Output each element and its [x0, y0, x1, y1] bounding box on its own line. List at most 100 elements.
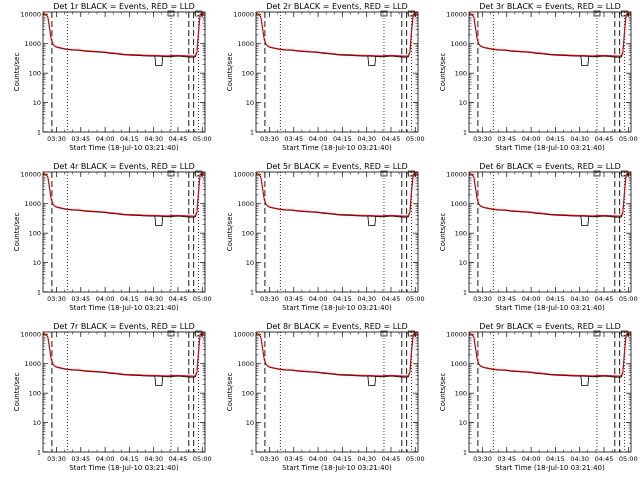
events-dip [367, 216, 377, 227]
x-tick-label: 04:15 [333, 455, 352, 463]
x-tick-label: 03:45 [71, 455, 90, 463]
chart-panel: Det 4r BLACK = Events, RED = LLD 1 10 100 10… [0, 160, 213, 320]
chart-title: Det 8r BLACK = Events, RED = LLD [266, 322, 408, 331]
y-tick-label: 10 [33, 99, 41, 107]
y-tick-label: 1 [250, 128, 254, 136]
x-axis-label: Start Time (18-Jul-10 03:21:40) [69, 144, 179, 152]
events-line [42, 12, 205, 58]
chart-svg: Det 7r BLACK = Events, RED = LLD 1 10 100 10… [13, 322, 212, 472]
y-tick-label: 1000 [24, 200, 41, 208]
y-axis-label: Counts/sec [13, 53, 21, 92]
x-tick-label: 04:00 [309, 135, 328, 143]
chart-panel: Det 9r BLACK = Events, RED = LLD 1 10 100 10… [426, 320, 639, 480]
x-axis-label: Start Time (18-Jul-10 03:21:40) [282, 144, 392, 152]
events-line [468, 172, 631, 218]
y-tick-label: 100 [455, 69, 467, 77]
x-axis-label: Start Time (18-Jul-10 03:21:40) [282, 464, 392, 472]
x-tick-label: 03:30 [260, 135, 279, 143]
x-tick-label: 04:15 [546, 455, 565, 463]
lld-line [468, 332, 631, 377]
x-tick-label: 04:00 [96, 455, 115, 463]
flag-box [593, 170, 601, 177]
y-tick-label: 10000 [233, 331, 254, 339]
x-tick-label: 03:45 [284, 295, 303, 303]
chart-title: Det 5r BLACK = Events, RED = LLD [266, 162, 408, 171]
x-tick-label: 04:00 [96, 135, 115, 143]
y-tick-label: 1 [250, 288, 254, 296]
lld-line [42, 12, 205, 57]
events-dip [154, 56, 164, 67]
x-tick-label: 04:00 [522, 455, 541, 463]
plot-frame [42, 11, 206, 133]
events-dip [367, 376, 377, 387]
y-axis-label: Counts/sec [226, 213, 234, 252]
flag-box [167, 10, 175, 17]
y-tick-label: 10 [33, 259, 41, 267]
lld-line [255, 332, 418, 377]
y-tick-label: 1 [463, 448, 467, 456]
plot-frame [42, 171, 206, 293]
x-tick-label: 04:00 [522, 135, 541, 143]
events-line [255, 172, 418, 218]
x-tick-label: 03:30 [260, 455, 279, 463]
events-line [468, 12, 631, 58]
y-tick-label: 1000 [450, 360, 467, 368]
events-dip [580, 376, 590, 387]
plot-frame [255, 331, 419, 453]
chart-title: Det 2r BLACK = Events, RED = LLD [266, 2, 408, 11]
x-tick-label: 04:45 [169, 295, 188, 303]
y-axis-label: Counts/sec [439, 53, 447, 92]
x-tick-label: 04:45 [382, 455, 401, 463]
chart-svg: Det 5r BLACK = Events, RED = LLD 1 10 100 10… [226, 162, 425, 312]
chart-svg: Det 4r BLACK = Events, RED = LLD 1 10 100 10… [13, 162, 212, 312]
x-tick-label: 04:15 [546, 135, 565, 143]
y-tick-label: 1000 [450, 40, 467, 48]
x-tick-label: 05:00 [619, 295, 638, 303]
chart-panel: Det 2r BLACK = Events, RED = LLD 1 10 100 10… [213, 0, 426, 160]
y-tick-label: 10 [246, 99, 254, 107]
plot-frame [468, 331, 632, 453]
events-dip [154, 376, 164, 387]
y-tick-label: 1 [37, 448, 41, 456]
x-tick-label: 03:30 [473, 455, 492, 463]
chart-title: Det 9r BLACK = Events, RED = LLD [479, 322, 621, 331]
events-line [468, 332, 631, 378]
y-tick-label: 1000 [237, 40, 254, 48]
y-tick-label: 1000 [237, 200, 254, 208]
y-tick-label: 100 [29, 229, 41, 237]
x-tick-label: 04:30 [144, 135, 163, 143]
plot-frame [255, 171, 419, 293]
flag-box [167, 330, 175, 337]
y-tick-label: 10000 [233, 11, 254, 19]
x-tick-label: 04:30 [357, 135, 376, 143]
events-dip [580, 216, 590, 227]
events-line [42, 172, 205, 218]
chart-svg: Det 3r BLACK = Events, RED = LLD 1 10 100 10… [439, 2, 638, 152]
y-tick-label: 1000 [24, 40, 41, 48]
x-tick-label: 05:00 [193, 135, 212, 143]
lld-line [468, 12, 631, 57]
lld-line [468, 172, 631, 217]
y-axis-label: Counts/sec [439, 373, 447, 412]
events-line [42, 332, 205, 378]
y-axis-label: Counts/sec [439, 213, 447, 252]
y-tick-label: 10 [459, 419, 467, 427]
x-tick-label: 04:30 [570, 295, 589, 303]
x-tick-label: 04:30 [570, 455, 589, 463]
flag-box [380, 10, 388, 17]
chart-svg: Det 9r BLACK = Events, RED = LLD 1 10 100 10… [439, 322, 638, 472]
x-tick-label: 04:15 [120, 455, 139, 463]
y-tick-label: 10000 [446, 11, 467, 19]
y-axis-label: Counts/sec [13, 373, 21, 412]
chart-panel: Det 8r BLACK = Events, RED = LLD 1 10 100 10… [213, 320, 426, 480]
plot-frame [255, 11, 419, 133]
x-tick-label: 04:45 [382, 295, 401, 303]
x-tick-label: 03:30 [260, 295, 279, 303]
chart-title: Det 7r BLACK = Events, RED = LLD [53, 322, 195, 331]
x-tick-label: 04:45 [595, 295, 614, 303]
x-tick-label: 03:45 [71, 295, 90, 303]
flag-box [167, 170, 175, 177]
x-tick-label: 04:45 [595, 135, 614, 143]
y-tick-label: 10 [459, 259, 467, 267]
